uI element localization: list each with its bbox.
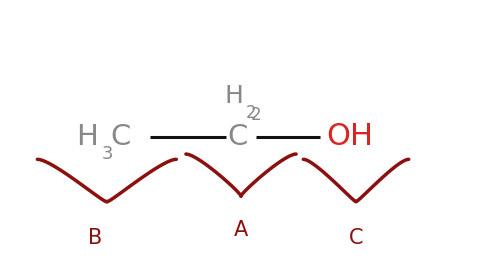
- Text: H: H: [224, 84, 243, 108]
- Text: C: C: [349, 228, 363, 248]
- Text: C: C: [111, 123, 131, 151]
- Text: B: B: [88, 228, 102, 248]
- Text: 3: 3: [102, 145, 114, 163]
- Text: A: A: [234, 221, 248, 240]
- Text: 2: 2: [246, 104, 256, 122]
- Text: C: C: [228, 123, 248, 151]
- Text: H: H: [76, 123, 97, 151]
- Text: OH: OH: [326, 122, 373, 151]
- Text: 2: 2: [251, 106, 261, 124]
